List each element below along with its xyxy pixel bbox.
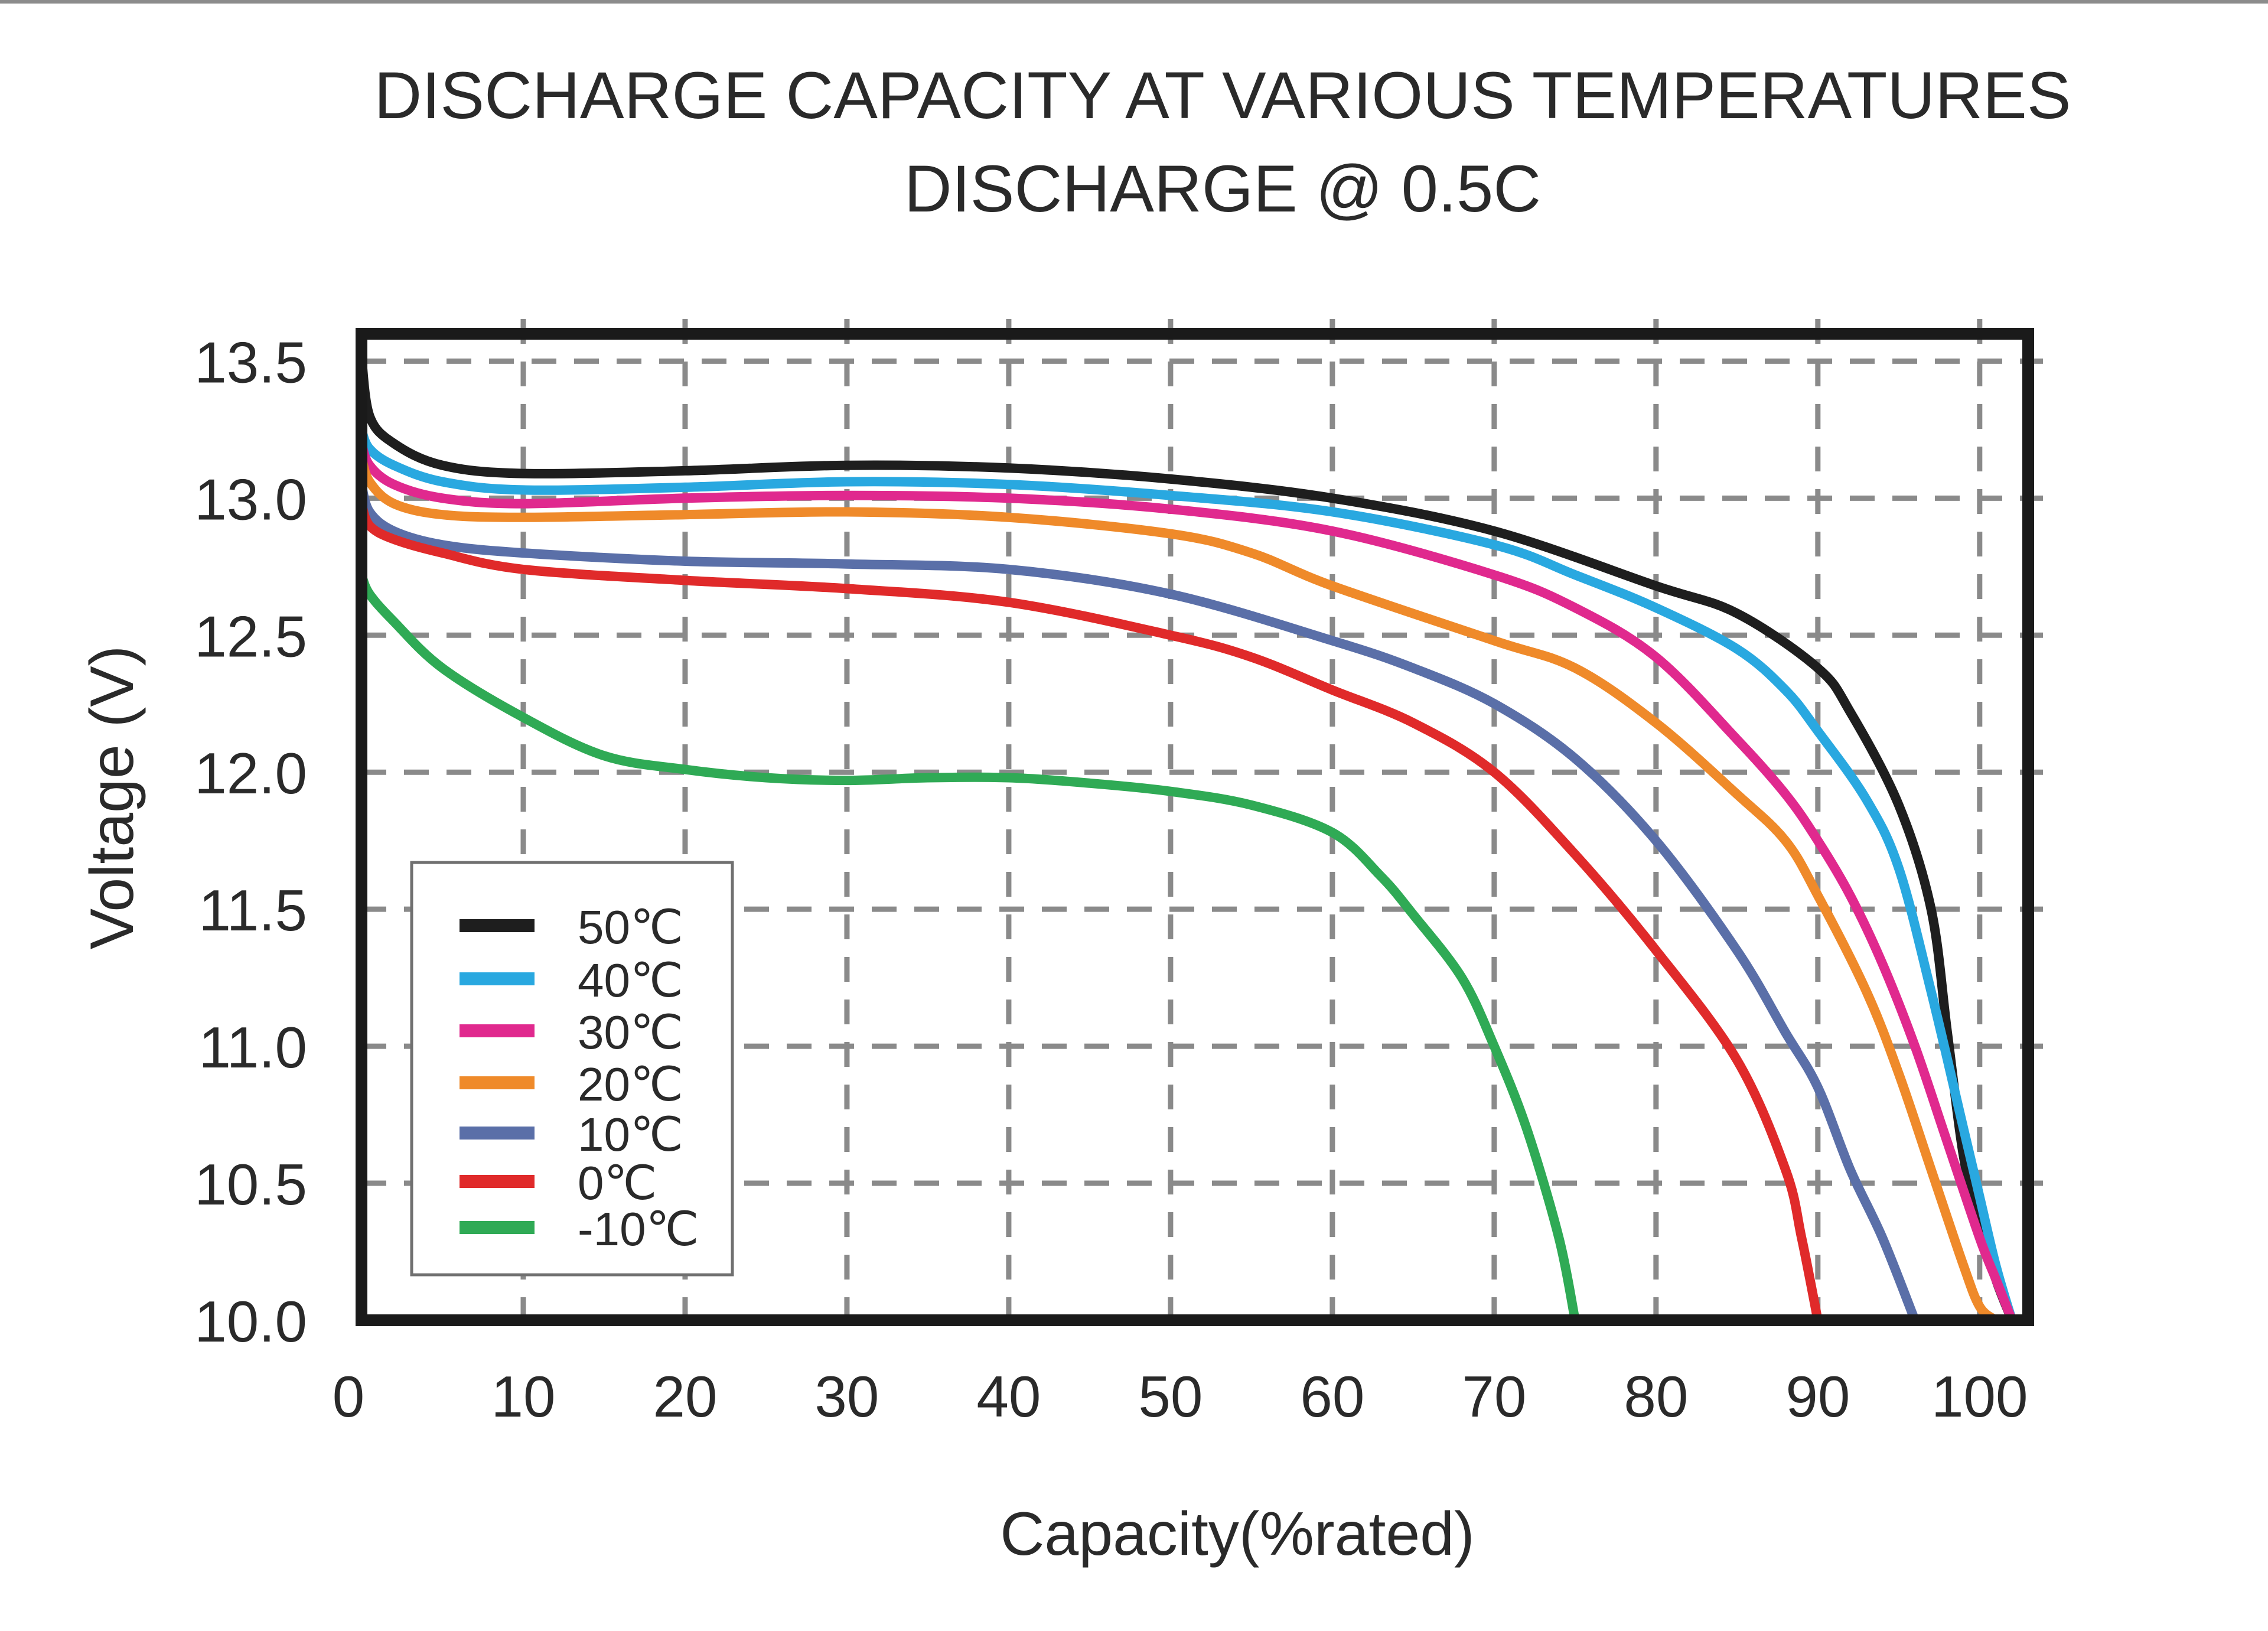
y-tick-label-5: 12.5	[194, 604, 307, 669]
x-axis-ticks: 0 10 20 30 40 50 60 70 80 90 100	[333, 1364, 2028, 1429]
legend-label: 10℃	[578, 1108, 683, 1161]
y-tick-label-0: 10.0	[194, 1289, 307, 1354]
legend-label: 0℃	[578, 1157, 657, 1209]
legend-label: -10℃	[578, 1203, 699, 1255]
x-tick-label-10: 100	[1931, 1364, 2028, 1429]
x-tick-label-0: 0	[333, 1364, 365, 1429]
y-axis-label: Voltage (V)	[78, 646, 146, 950]
x-tick-label-5: 50	[1138, 1364, 1203, 1429]
chart-title: DISCHARGE CAPACITY AT VARIOUS TEMPERATUR…	[374, 58, 2071, 132]
y-axis-ticks: 10.0 10.5 11.0 11.5 12.0 12.5 13.0 13.5	[194, 330, 307, 1354]
plot-area-frame	[356, 328, 2034, 1326]
series-line-0c	[357, 499, 1823, 1325]
legend-label: 50℃	[578, 901, 683, 953]
legend-items: 50℃40℃30℃20℃10℃0℃-10℃	[460, 901, 699, 1255]
x-axis-label: Capacity(%rated)	[1000, 1500, 1474, 1568]
x-tick-label-3: 30	[814, 1364, 879, 1429]
series-line-minus10c	[357, 570, 1580, 1325]
series-line-40c	[357, 425, 2017, 1325]
legend-item-30c: 30℃	[460, 1006, 683, 1059]
chart-subtitle: DISCHARGE @ 0.5C	[904, 152, 1541, 226]
legend-item-minus10c: -10℃	[460, 1203, 699, 1255]
legend-label: 30℃	[578, 1006, 683, 1059]
x-tick-label-4: 40	[976, 1364, 1041, 1429]
legend-label: 40℃	[578, 954, 683, 1007]
x-tick-label-6: 60	[1300, 1364, 1364, 1429]
y-tick-label-7: 13.5	[194, 330, 307, 395]
legend-item-0c: 0℃	[460, 1157, 657, 1209]
x-tick-label-2: 20	[653, 1364, 717, 1429]
x-tick-label-9: 90	[1785, 1364, 1850, 1429]
x-tick-label-8: 80	[1624, 1364, 1688, 1429]
y-tick-label-3: 11.5	[199, 878, 307, 943]
series-line-30c	[357, 438, 2017, 1325]
legend: 50℃40℃30℃20℃10℃0℃-10℃	[410, 861, 734, 1277]
legend-item-50c: 50℃	[460, 901, 683, 953]
series-line-10c	[357, 480, 1920, 1325]
y-tick-label-4: 12.0	[194, 741, 307, 806]
series-lines	[357, 351, 2017, 1325]
legend-item-20c: 20℃	[460, 1058, 683, 1111]
x-tick-label-7: 70	[1462, 1364, 1526, 1429]
y-tick-label-2: 11.0	[199, 1015, 307, 1080]
x-tick-label-1: 10	[491, 1364, 555, 1429]
series-line-50c	[357, 351, 2017, 1325]
top-rule	[0, 0, 2268, 4]
y-tick-label-1: 10.5	[194, 1152, 307, 1217]
legend-label: 20℃	[578, 1058, 683, 1111]
series-line-20c	[357, 452, 2001, 1325]
y-tick-label-6: 13.0	[194, 467, 307, 532]
legend-item-40c: 40℃	[460, 954, 683, 1007]
legend-item-10c: 10℃	[460, 1108, 683, 1161]
